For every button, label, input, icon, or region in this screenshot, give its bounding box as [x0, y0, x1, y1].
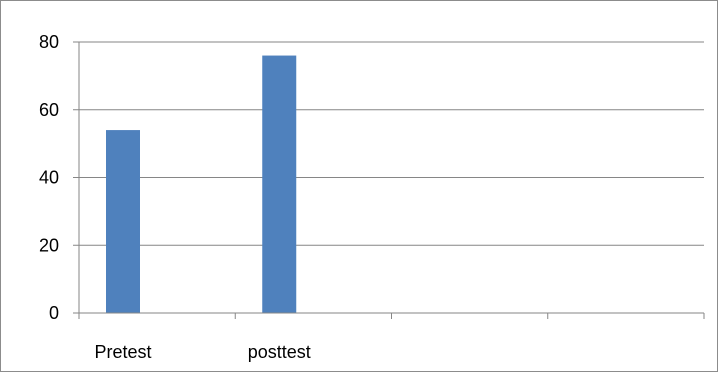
bar-pretest	[106, 130, 140, 313]
bars	[106, 55, 297, 314]
gridlines	[79, 41, 704, 246]
x-category-label: posttest	[248, 342, 311, 362]
y-tick-label: 0	[49, 303, 59, 323]
tick-labels: 0 20 40 60 80 Pretest posttest	[39, 32, 311, 362]
y-tick-label: 40	[39, 168, 59, 188]
bar-posttest	[262, 55, 297, 314]
y-tick-label: 20	[39, 235, 59, 255]
y-tick-label: 80	[39, 32, 59, 52]
x-category-label: Pretest	[94, 342, 151, 362]
axes	[73, 41, 705, 319]
y-tick-label: 60	[39, 100, 59, 120]
